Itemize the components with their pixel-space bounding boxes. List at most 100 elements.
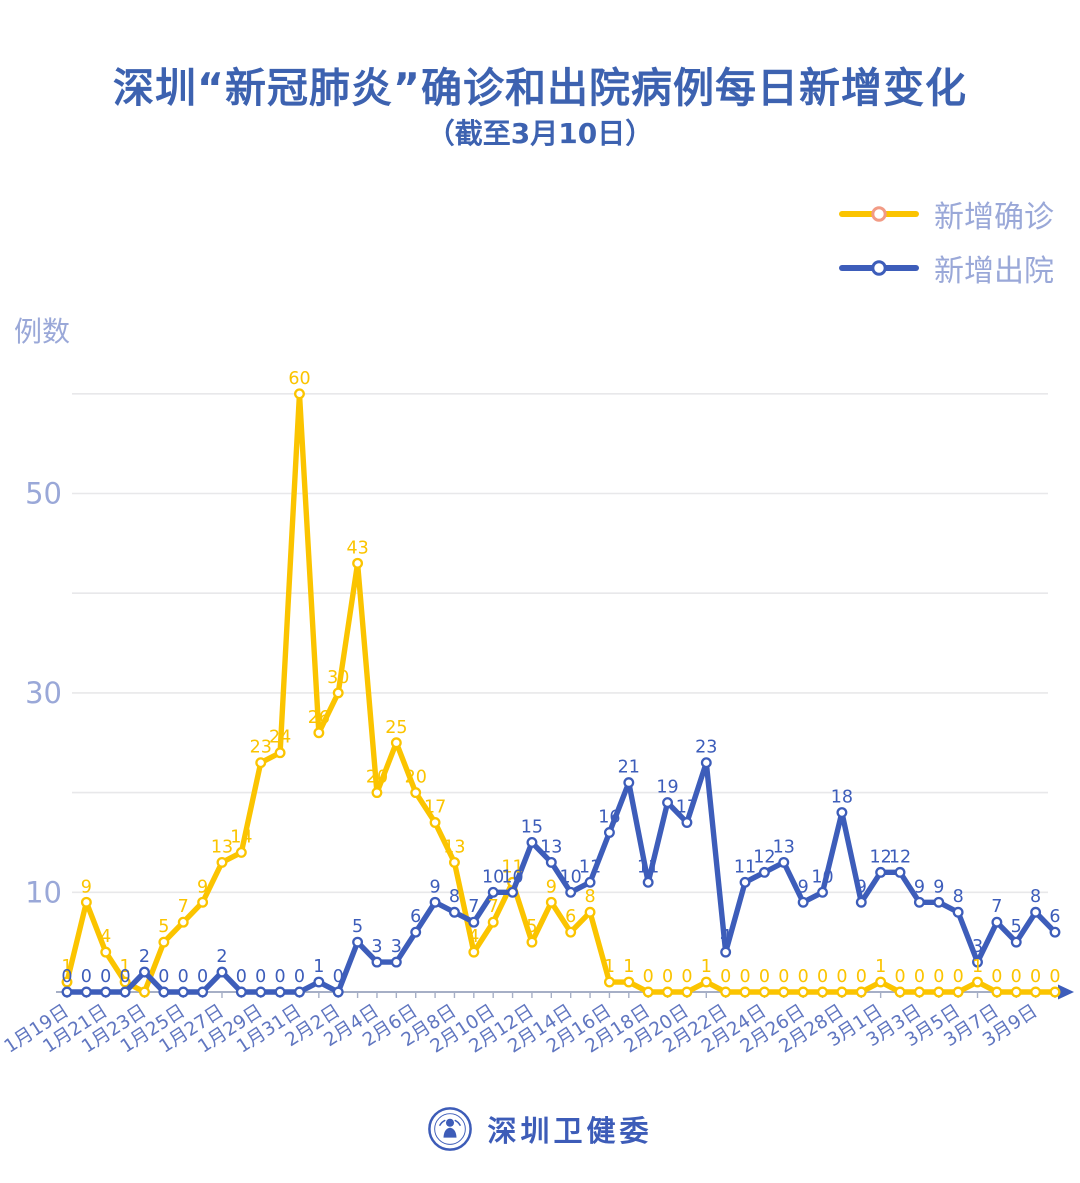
data-point-label: 0 <box>120 967 131 987</box>
data-point-label: 23 <box>695 738 717 758</box>
data-point-label: 1 <box>701 957 712 977</box>
data-point-label: 1 <box>61 957 72 977</box>
data-point-label: 5 <box>526 917 537 937</box>
data-point-marker <box>216 856 228 868</box>
data-point-label: 0 <box>836 967 847 987</box>
data-point-label: 17 <box>424 798 446 818</box>
data-point-marker <box>468 946 480 958</box>
data-point-marker <box>623 777 635 789</box>
data-point-label: 16 <box>598 807 620 827</box>
legend: 新增确诊 新增出院 <box>838 192 1054 290</box>
data-point-marker <box>836 807 848 818</box>
data-point-label: 30 <box>327 668 349 688</box>
data-point-marker <box>274 986 286 998</box>
data-point-marker <box>855 896 867 908</box>
data-point-marker <box>487 886 499 898</box>
data-point-marker <box>700 976 712 988</box>
data-point-label: 8 <box>1030 887 1041 907</box>
data-point-label: 26 <box>308 708 330 728</box>
data-point-label: 14 <box>230 827 252 847</box>
data-point-label: 0 <box>991 967 1002 987</box>
data-point-label: 6 <box>1049 907 1060 927</box>
data-point-label: 10 <box>482 867 504 887</box>
data-point-label: 0 <box>81 967 92 987</box>
data-point-marker <box>1030 986 1042 998</box>
data-point-marker <box>449 856 460 868</box>
footer: 深圳卫健委 <box>0 1106 1080 1152</box>
data-point-label: 18 <box>831 788 853 808</box>
data-point-marker <box>332 986 344 998</box>
data-point-marker <box>80 896 92 908</box>
data-point-label: 0 <box>933 967 944 987</box>
data-point-label: 0 <box>739 967 750 987</box>
data-point-marker <box>603 827 615 838</box>
data-point-label: 43 <box>346 538 368 558</box>
series-line-discharged <box>64 759 1058 995</box>
data-point-label: 9 <box>933 877 944 897</box>
legend-item-confirmed[interactable]: 新增确诊 <box>838 192 1054 236</box>
data-point-label: 1 <box>875 957 886 977</box>
data-point-label: 20 <box>366 768 388 788</box>
data-point-label: 5 <box>1011 917 1022 937</box>
data-point-label: 0 <box>856 967 867 987</box>
data-point-label: 23 <box>250 738 272 758</box>
data-point-marker <box>119 986 131 998</box>
data-point-label: 0 <box>236 967 247 987</box>
data-point-marker <box>177 986 189 998</box>
data-point-marker <box>565 926 577 938</box>
data-point-marker <box>933 986 945 998</box>
data-point-label: 0 <box>817 967 828 987</box>
data-point-marker <box>758 986 770 998</box>
data-point-label: 0 <box>275 967 286 987</box>
data-point-label: 7 <box>488 897 499 917</box>
data-point-marker <box>197 896 209 908</box>
data-point-label: 17 <box>676 798 698 818</box>
data-point-marker <box>410 787 422 799</box>
x-axis-arrow-icon <box>1058 984 1074 1000</box>
data-point-label: 13 <box>443 837 465 857</box>
data-point-label: 20 <box>405 768 427 788</box>
data-point-label: 25 <box>385 718 407 738</box>
legend-item-discharged[interactable]: 新增出院 <box>838 246 1054 290</box>
legend-line-marker-discharged-icon <box>839 260 919 276</box>
data-point-marker <box>139 986 150 998</box>
data-point-marker <box>274 747 286 759</box>
data-point-label: 13 <box>773 837 795 857</box>
data-point-marker <box>80 986 92 998</box>
data-point-label: 10 <box>501 867 523 887</box>
data-point-label: 11 <box>637 857 659 877</box>
y-axis-title: 例数 <box>14 315 71 348</box>
legend-label-confirmed: 新增确诊 <box>934 200 1054 235</box>
data-point-label: 0 <box>255 967 266 987</box>
data-point-marker <box>371 956 383 968</box>
data-point-marker <box>681 986 693 998</box>
y-tick-label: 10 <box>25 875 62 909</box>
data-point-marker <box>972 956 983 968</box>
data-point-label: 60 <box>288 369 310 389</box>
data-point-marker <box>758 866 770 878</box>
data-point-marker <box>410 926 422 938</box>
data-point-marker <box>739 986 751 998</box>
legend-line-marker-confirmed-icon <box>839 206 919 222</box>
y-tick-label: 50 <box>25 477 62 511</box>
data-point-marker <box>526 936 538 948</box>
data-point-marker <box>390 956 402 968</box>
data-point-label: 9 <box>81 877 92 897</box>
data-point-marker <box>526 837 538 848</box>
data-point-label: 5 <box>352 917 363 937</box>
data-point-label: 2 <box>216 947 227 967</box>
data-point-marker <box>739 876 751 888</box>
shenzhen-health-commission-logo <box>428 1107 473 1151</box>
data-point-label: 1 <box>120 957 131 977</box>
data-point-label: 7 <box>178 897 189 917</box>
data-point-label: 8 <box>953 887 964 907</box>
data-point-label: 7 <box>468 897 479 917</box>
data-point-marker <box>235 986 247 998</box>
data-point-label: 0 <box>100 967 111 987</box>
data-point-marker <box>1049 986 1061 998</box>
data-point-marker <box>642 986 654 998</box>
data-point-marker <box>894 866 906 878</box>
data-point-marker <box>797 986 809 998</box>
